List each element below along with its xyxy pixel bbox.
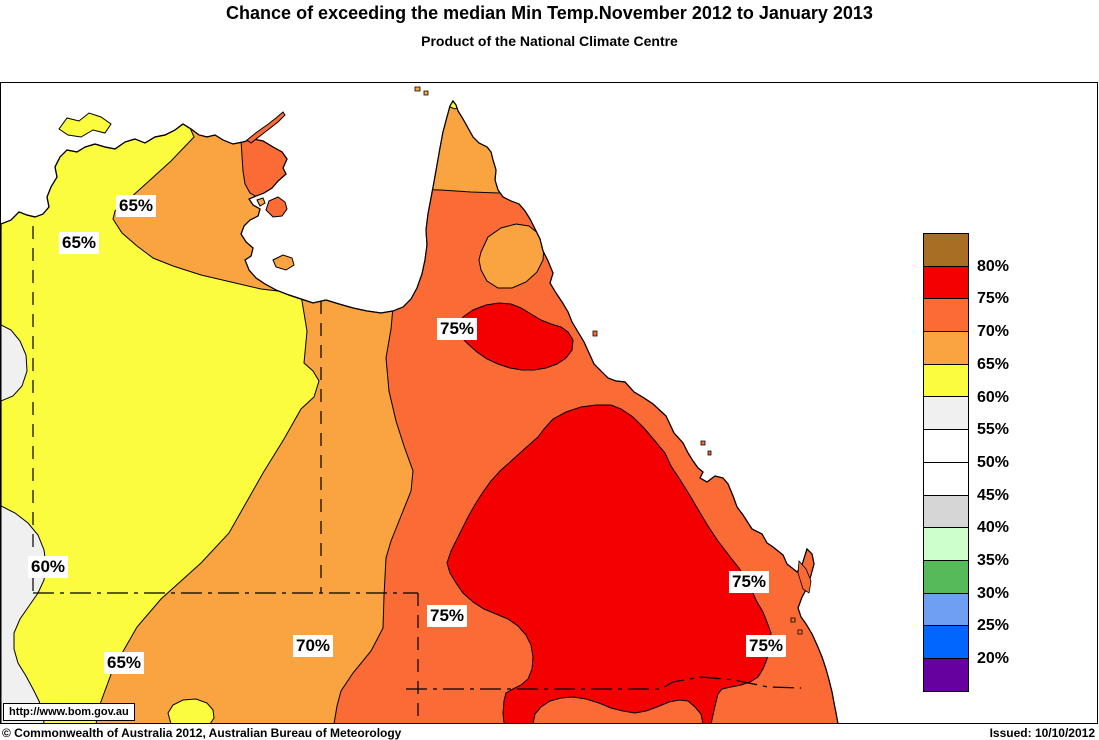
page-title: Chance of exceeding the median Min Temp.… (226, 3, 873, 23)
probability-map (1, 83, 847, 723)
legend-swatch (923, 298, 969, 333)
coastline (1, 99, 839, 723)
legend-swatch (923, 396, 969, 431)
legend-swatch (923, 494, 969, 529)
legend-label: 35% (977, 552, 1010, 569)
region-gray-west-blob (1, 324, 28, 402)
contour-label: 75% (745, 635, 787, 657)
legend-label: 40% (977, 519, 1010, 537)
legend-swatch (923, 233, 969, 267)
legend-swatch (923, 265, 969, 300)
contour-label: 70% (292, 635, 334, 657)
region-yellow-inlier-south (167, 698, 215, 723)
contour-label: 65% (103, 652, 145, 674)
legend-label: 20% (977, 650, 1010, 668)
contour-label: 60% (27, 556, 69, 578)
legend-label: 25% (977, 617, 1010, 635)
legend-swatch (923, 429, 969, 463)
bom-url: http://www.bom.gov.au (3, 703, 135, 721)
legend-swatch (923, 527, 969, 561)
region-orange-inlier-peninsula (478, 223, 545, 289)
contour-label: 65% (58, 232, 100, 254)
legend-swatch (923, 559, 969, 594)
footer-issued-date: Issued: 10/10/2012 (989, 726, 1095, 740)
island-groote-eylandt (265, 196, 288, 218)
map-panel: 65% 65% 75% 60% 75% 75% 70% 65% 75% 80% 75% 70% 65%… (0, 82, 1098, 724)
island-mornington (272, 254, 295, 271)
contour-label: 65% (115, 195, 157, 217)
island-small-limmen (256, 197, 266, 207)
island-whitsunday-2 (707, 450, 712, 456)
legend-swatch (923, 592, 969, 627)
legend-label: 65% (977, 355, 1010, 373)
legend-label: 75% (977, 290, 1010, 308)
legend-label: 80% (977, 257, 1010, 275)
legend-swatch (923, 657, 969, 692)
island-moreton-2 (797, 629, 803, 635)
legend-swatch (923, 625, 969, 659)
legend-label: 45% (977, 486, 1010, 504)
legend-label: 30% (977, 584, 1010, 602)
island-wessel-chain (246, 111, 286, 144)
island-whitsunday-1 (700, 440, 706, 446)
legend (923, 233, 969, 692)
region-red-main (446, 404, 772, 723)
island-torres-1 (414, 86, 421, 92)
island-cairns-offshore (592, 330, 598, 337)
footer-copyright: © Commonwealth of Australia 2012, Austra… (2, 726, 402, 740)
legend-label: 55% (977, 421, 1010, 439)
legend-label: 50% (977, 453, 1010, 471)
contour-label: 75% (728, 571, 770, 593)
legend-label: 70% (977, 323, 1010, 341)
legend-swatch (923, 363, 969, 398)
island-fraser (797, 560, 812, 594)
legend-swatch (923, 461, 969, 496)
legend-swatch (923, 331, 969, 365)
border-qld-nsw (406, 676, 802, 690)
region-red-north-blob (455, 302, 574, 371)
contour-label: 75% (426, 605, 468, 627)
island-melville (58, 112, 112, 138)
page-subtitle: Product of the National Climate Centre (421, 33, 678, 49)
legend-label: 60% (977, 388, 1010, 406)
contour-label: 75% (436, 318, 478, 340)
island-moreton-1 (790, 617, 796, 623)
island-torres-2 (423, 90, 429, 96)
